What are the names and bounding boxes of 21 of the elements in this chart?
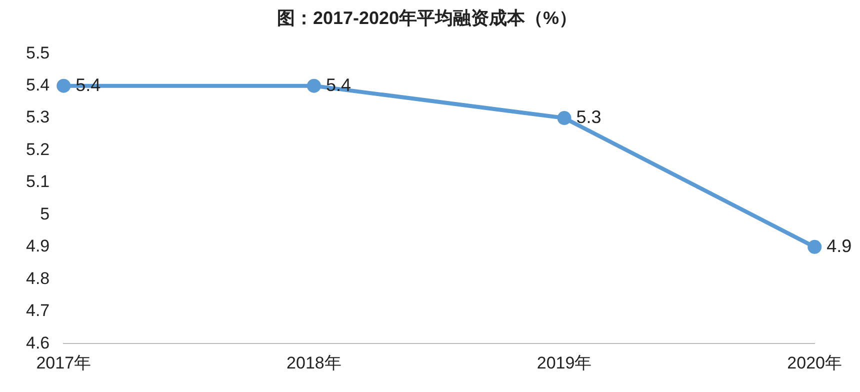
y-tick-label: 4.6 [26, 333, 50, 352]
chart-title: 图：2017-2020年平均融资成本（%） [276, 8, 578, 28]
y-tick-label: 5.5 [26, 43, 50, 62]
y-tick-label: 5.2 [26, 140, 50, 159]
y-tick-label: 4.7 [26, 301, 50, 320]
point [56, 78, 71, 93]
y-tick-label: 5.3 [26, 108, 50, 127]
y-tick-label: 5.4 [26, 76, 50, 95]
point [808, 240, 822, 254]
x-tick-label: 2018年 [286, 353, 342, 372]
x-tick-label: 2017年 [36, 353, 92, 372]
y-tick-label: 5 [40, 204, 50, 224]
point [557, 111, 572, 126]
y-tick-label: 4.9 [26, 236, 50, 256]
y-tick-label: 4.8 [26, 268, 50, 288]
x-tick-label: 2020年 [787, 353, 842, 372]
data-label: 4.9 [826, 236, 852, 256]
point [306, 78, 321, 93]
x-tick-label: 2019年 [536, 353, 592, 372]
y-tick-label: 5.1 [26, 172, 50, 192]
data-label: 5.3 [576, 107, 602, 128]
